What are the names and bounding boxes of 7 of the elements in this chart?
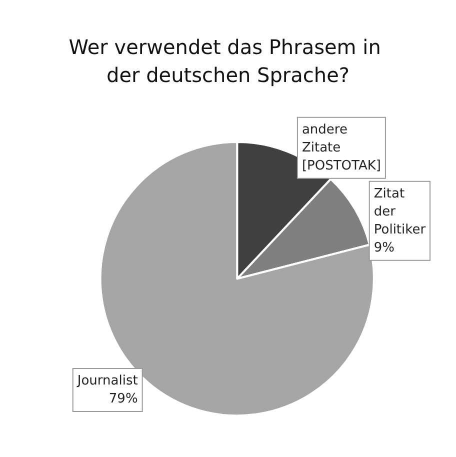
slice-label: Journalist [76, 374, 138, 389]
data-label: 79% [108, 392, 138, 407]
slice-label: Zitat der Politiker [374, 186, 426, 238]
slice-label: andere Zitate [302, 122, 348, 156]
chart-title: Wer verwendet das Phrasem in der deutschen Sprache? [68, 35, 388, 87]
data-label: [POSTOTAK] [302, 158, 381, 174]
data-label: 9% [374, 240, 394, 256]
